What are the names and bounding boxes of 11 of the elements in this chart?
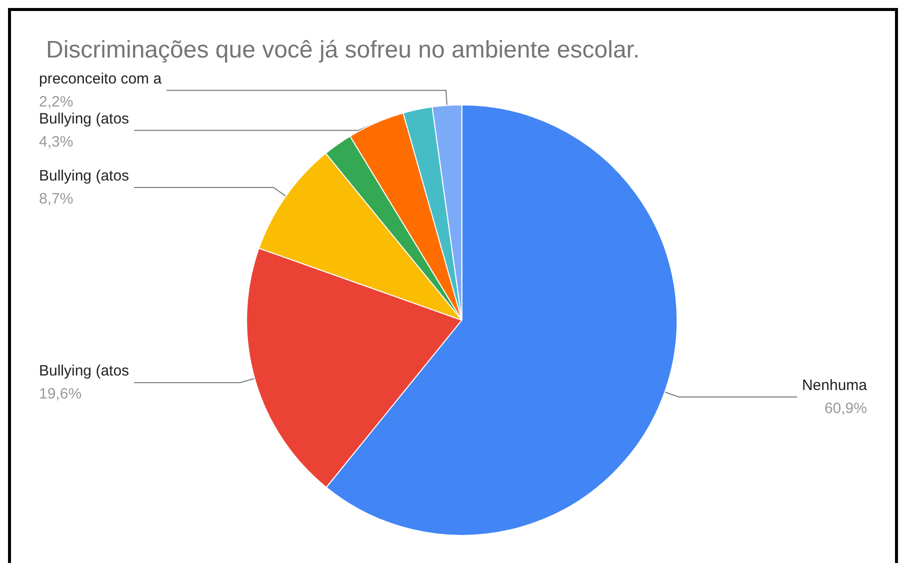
slice-label: Bullying (atos [39,110,130,128]
data-label: 8,7% [39,190,74,208]
data-label: 4,3% [39,133,74,150]
slice-label: Bullying (atos [39,362,130,380]
data-label: 19,6% [39,386,82,403]
data-label: 60,9% [824,400,867,418]
slice-label: Nenhuma [802,377,868,394]
chart-title: Discriminações que você já sofreu no ambiente escolar. [46,36,640,64]
slice-label: preconceito com a [39,70,162,88]
data-label: 2,2% [39,93,74,110]
slice-label: Bullying (atos [39,168,130,185]
